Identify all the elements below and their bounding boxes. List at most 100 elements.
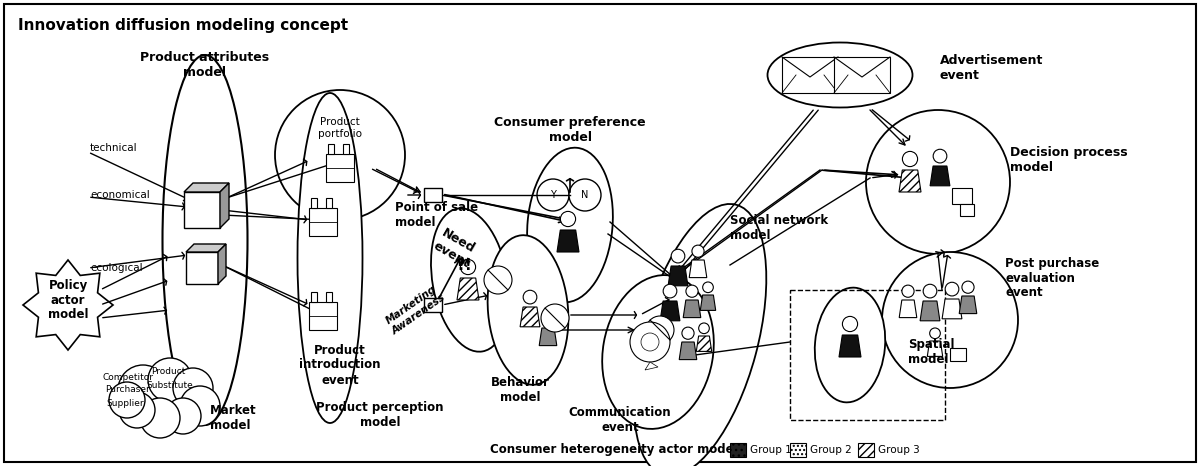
Text: Product: Product bbox=[151, 368, 185, 377]
Polygon shape bbox=[520, 307, 540, 327]
Text: Group 2: Group 2 bbox=[810, 445, 852, 455]
Bar bbox=[952, 188, 972, 204]
Polygon shape bbox=[184, 183, 229, 192]
Polygon shape bbox=[539, 328, 557, 346]
Polygon shape bbox=[839, 335, 862, 357]
Text: Group 3: Group 3 bbox=[878, 445, 919, 455]
Circle shape bbox=[962, 281, 974, 293]
Text: Market
model: Market model bbox=[210, 404, 257, 432]
Text: technical: technical bbox=[90, 143, 138, 153]
Polygon shape bbox=[696, 336, 712, 351]
Circle shape bbox=[560, 212, 576, 226]
Circle shape bbox=[542, 313, 554, 325]
Polygon shape bbox=[928, 341, 943, 356]
Circle shape bbox=[641, 333, 659, 351]
Bar bbox=[311, 198, 317, 208]
Text: Purchaser: Purchaser bbox=[106, 385, 150, 395]
Circle shape bbox=[119, 392, 155, 428]
Circle shape bbox=[541, 304, 569, 332]
Circle shape bbox=[703, 282, 713, 293]
Circle shape bbox=[692, 245, 704, 257]
Circle shape bbox=[140, 398, 180, 438]
Circle shape bbox=[923, 284, 937, 298]
Polygon shape bbox=[218, 244, 226, 284]
Text: Social network
model: Social network model bbox=[730, 214, 828, 242]
Circle shape bbox=[180, 386, 220, 426]
Polygon shape bbox=[184, 192, 220, 228]
Polygon shape bbox=[186, 252, 218, 284]
Polygon shape bbox=[186, 244, 226, 252]
Polygon shape bbox=[930, 166, 950, 186]
Ellipse shape bbox=[527, 148, 613, 302]
Bar bbox=[424, 298, 442, 312]
Circle shape bbox=[148, 358, 192, 402]
Polygon shape bbox=[689, 260, 707, 278]
Polygon shape bbox=[557, 230, 580, 252]
Circle shape bbox=[538, 179, 569, 211]
Polygon shape bbox=[899, 300, 917, 318]
Circle shape bbox=[275, 90, 406, 220]
Polygon shape bbox=[646, 362, 658, 370]
Text: ecological: ecological bbox=[90, 263, 143, 273]
Text: Substitute: Substitute bbox=[146, 382, 193, 391]
Polygon shape bbox=[899, 170, 922, 192]
Bar bbox=[790, 443, 806, 457]
Circle shape bbox=[109, 382, 145, 418]
Bar bbox=[343, 144, 349, 154]
Bar bbox=[424, 188, 442, 202]
Circle shape bbox=[664, 284, 677, 298]
Bar bbox=[326, 292, 332, 302]
Text: Spatial
model: Spatial model bbox=[908, 338, 954, 366]
Circle shape bbox=[461, 260, 475, 274]
Ellipse shape bbox=[768, 42, 912, 108]
Text: Marketing
Awareness: Marketing Awareness bbox=[383, 283, 446, 337]
Bar bbox=[326, 154, 354, 182]
Polygon shape bbox=[701, 295, 715, 310]
Bar bbox=[311, 292, 317, 302]
Text: Supplier: Supplier bbox=[106, 398, 144, 407]
Polygon shape bbox=[23, 260, 113, 350]
Bar bbox=[328, 144, 335, 154]
Circle shape bbox=[842, 316, 858, 332]
Bar bbox=[858, 443, 874, 457]
Circle shape bbox=[902, 151, 918, 167]
Text: ?!: ?! bbox=[457, 258, 473, 273]
Text: Product attributes
model: Product attributes model bbox=[140, 51, 270, 79]
Text: Product perception
model: Product perception model bbox=[317, 401, 444, 429]
Text: economical: economical bbox=[90, 190, 150, 200]
Ellipse shape bbox=[487, 235, 569, 385]
Circle shape bbox=[934, 149, 947, 163]
Text: Y: Y bbox=[550, 190, 556, 200]
Text: Competitor: Competitor bbox=[102, 374, 154, 383]
Polygon shape bbox=[683, 300, 701, 318]
Ellipse shape bbox=[162, 55, 247, 425]
Text: Group 1: Group 1 bbox=[750, 445, 792, 455]
Text: Behavior
model: Behavior model bbox=[491, 376, 550, 404]
Ellipse shape bbox=[602, 275, 714, 429]
Polygon shape bbox=[920, 301, 940, 321]
Text: N: N bbox=[581, 190, 589, 200]
Text: Product
introduction
event: Product introduction event bbox=[299, 343, 380, 386]
Bar bbox=[834, 57, 890, 93]
Circle shape bbox=[484, 266, 512, 294]
Bar bbox=[960, 204, 974, 216]
Circle shape bbox=[866, 110, 1010, 254]
Text: Post purchase
evaluation
event: Post purchase evaluation event bbox=[1006, 256, 1099, 300]
Circle shape bbox=[646, 316, 674, 344]
Text: Decision process
model: Decision process model bbox=[1010, 146, 1128, 174]
Circle shape bbox=[523, 290, 536, 304]
Polygon shape bbox=[457, 278, 479, 300]
Ellipse shape bbox=[298, 93, 362, 423]
Circle shape bbox=[946, 282, 959, 296]
Text: Advertisement
event: Advertisement event bbox=[940, 54, 1043, 82]
Circle shape bbox=[686, 285, 698, 297]
Circle shape bbox=[902, 285, 914, 297]
Circle shape bbox=[930, 328, 941, 339]
Ellipse shape bbox=[815, 288, 886, 402]
Polygon shape bbox=[679, 342, 697, 360]
Bar bbox=[310, 208, 337, 236]
Polygon shape bbox=[959, 296, 977, 314]
Polygon shape bbox=[942, 299, 962, 319]
Circle shape bbox=[569, 179, 601, 211]
Polygon shape bbox=[660, 301, 680, 321]
